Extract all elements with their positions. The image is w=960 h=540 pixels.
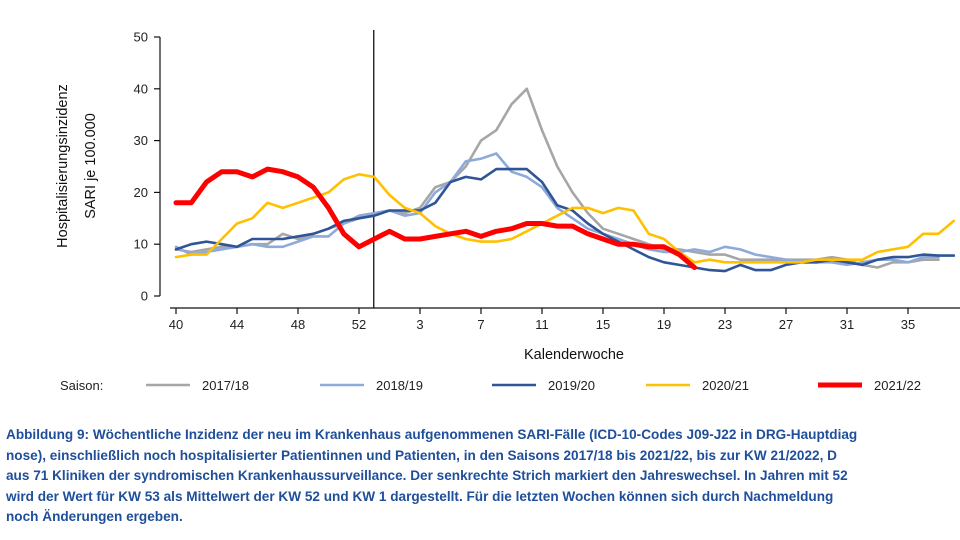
x-tick-label: 11: [535, 317, 549, 332]
x-tick-label: 52: [352, 317, 366, 332]
y-tick-label: 20: [134, 185, 148, 200]
y-tick-label: 0: [141, 289, 148, 304]
legend-label: 2020/21: [702, 378, 749, 393]
x-tick-label: 48: [291, 317, 305, 332]
x-axis-title: Kalenderwoche: [524, 347, 624, 363]
x-tick-label: 3: [416, 317, 423, 332]
y-tick-label: 40: [134, 81, 148, 96]
legend-label: 2017/18: [202, 378, 249, 393]
series-line-2018-19: [174, 152, 940, 267]
y-axis: 0 10 20 30 40 50: [134, 30, 161, 304]
incidence-line-chart: Hospitalisierungsinzidenz SARI je 100.00…: [55, 30, 960, 393]
figure-caption: Abbildung 9: Wöchentliche Inzidenz der n…: [6, 425, 960, 528]
series-layer: [173, 87, 956, 273]
y-tick-label: 50: [134, 30, 148, 45]
caption-line: wird der Wert für KW 53 als Mittelwert d…: [6, 488, 834, 504]
legend: Saison: 2017/18 2018/19 2019/20 2020/21 2021…: [60, 378, 921, 393]
series-line-2021-22: [173, 166, 697, 270]
y-tick-label: 30: [134, 133, 148, 148]
x-tick-label: 40: [169, 317, 183, 332]
y-axis-title-line2: SARI je 100.000: [83, 113, 99, 219]
x-tick-label: 7: [477, 317, 484, 332]
legend-title: Saison:: [60, 378, 103, 393]
x-tick-label: 19: [657, 317, 671, 332]
legend-label: 2019/20: [548, 378, 595, 393]
x-tick-label: 23: [718, 317, 732, 332]
series-line-2020-21: [174, 173, 956, 264]
caption-line: aus 71 Kliniken der syndromischen Kranke…: [6, 468, 848, 483]
x-tick-label: 31: [840, 317, 854, 332]
x-axis: 40 44 48 52 3 7 11 15 19 23 27 31 35: [169, 307, 960, 332]
x-tick-label: 15: [596, 317, 610, 332]
caption-line: Abbildung 9: Wöchentliche Inzidenz der n…: [6, 427, 858, 442]
y-tick-label: 10: [134, 237, 148, 252]
legend-label: 2021/22: [874, 378, 921, 393]
x-tick-label: 35: [901, 317, 915, 332]
x-tick-label: 44: [230, 317, 244, 332]
x-tick-label: 27: [779, 317, 793, 332]
y-axis-title-line1: Hospitalisierungsinzidenz: [55, 84, 71, 248]
legend-label: 2018/19: [376, 378, 423, 393]
caption-line: noch Änderungen ergeben.: [6, 509, 183, 524]
series-line-2019-20: [174, 167, 956, 273]
caption-line: nose), einschließlich noch hospitalisier…: [6, 447, 837, 463]
series-line-2017-18: [174, 87, 940, 269]
